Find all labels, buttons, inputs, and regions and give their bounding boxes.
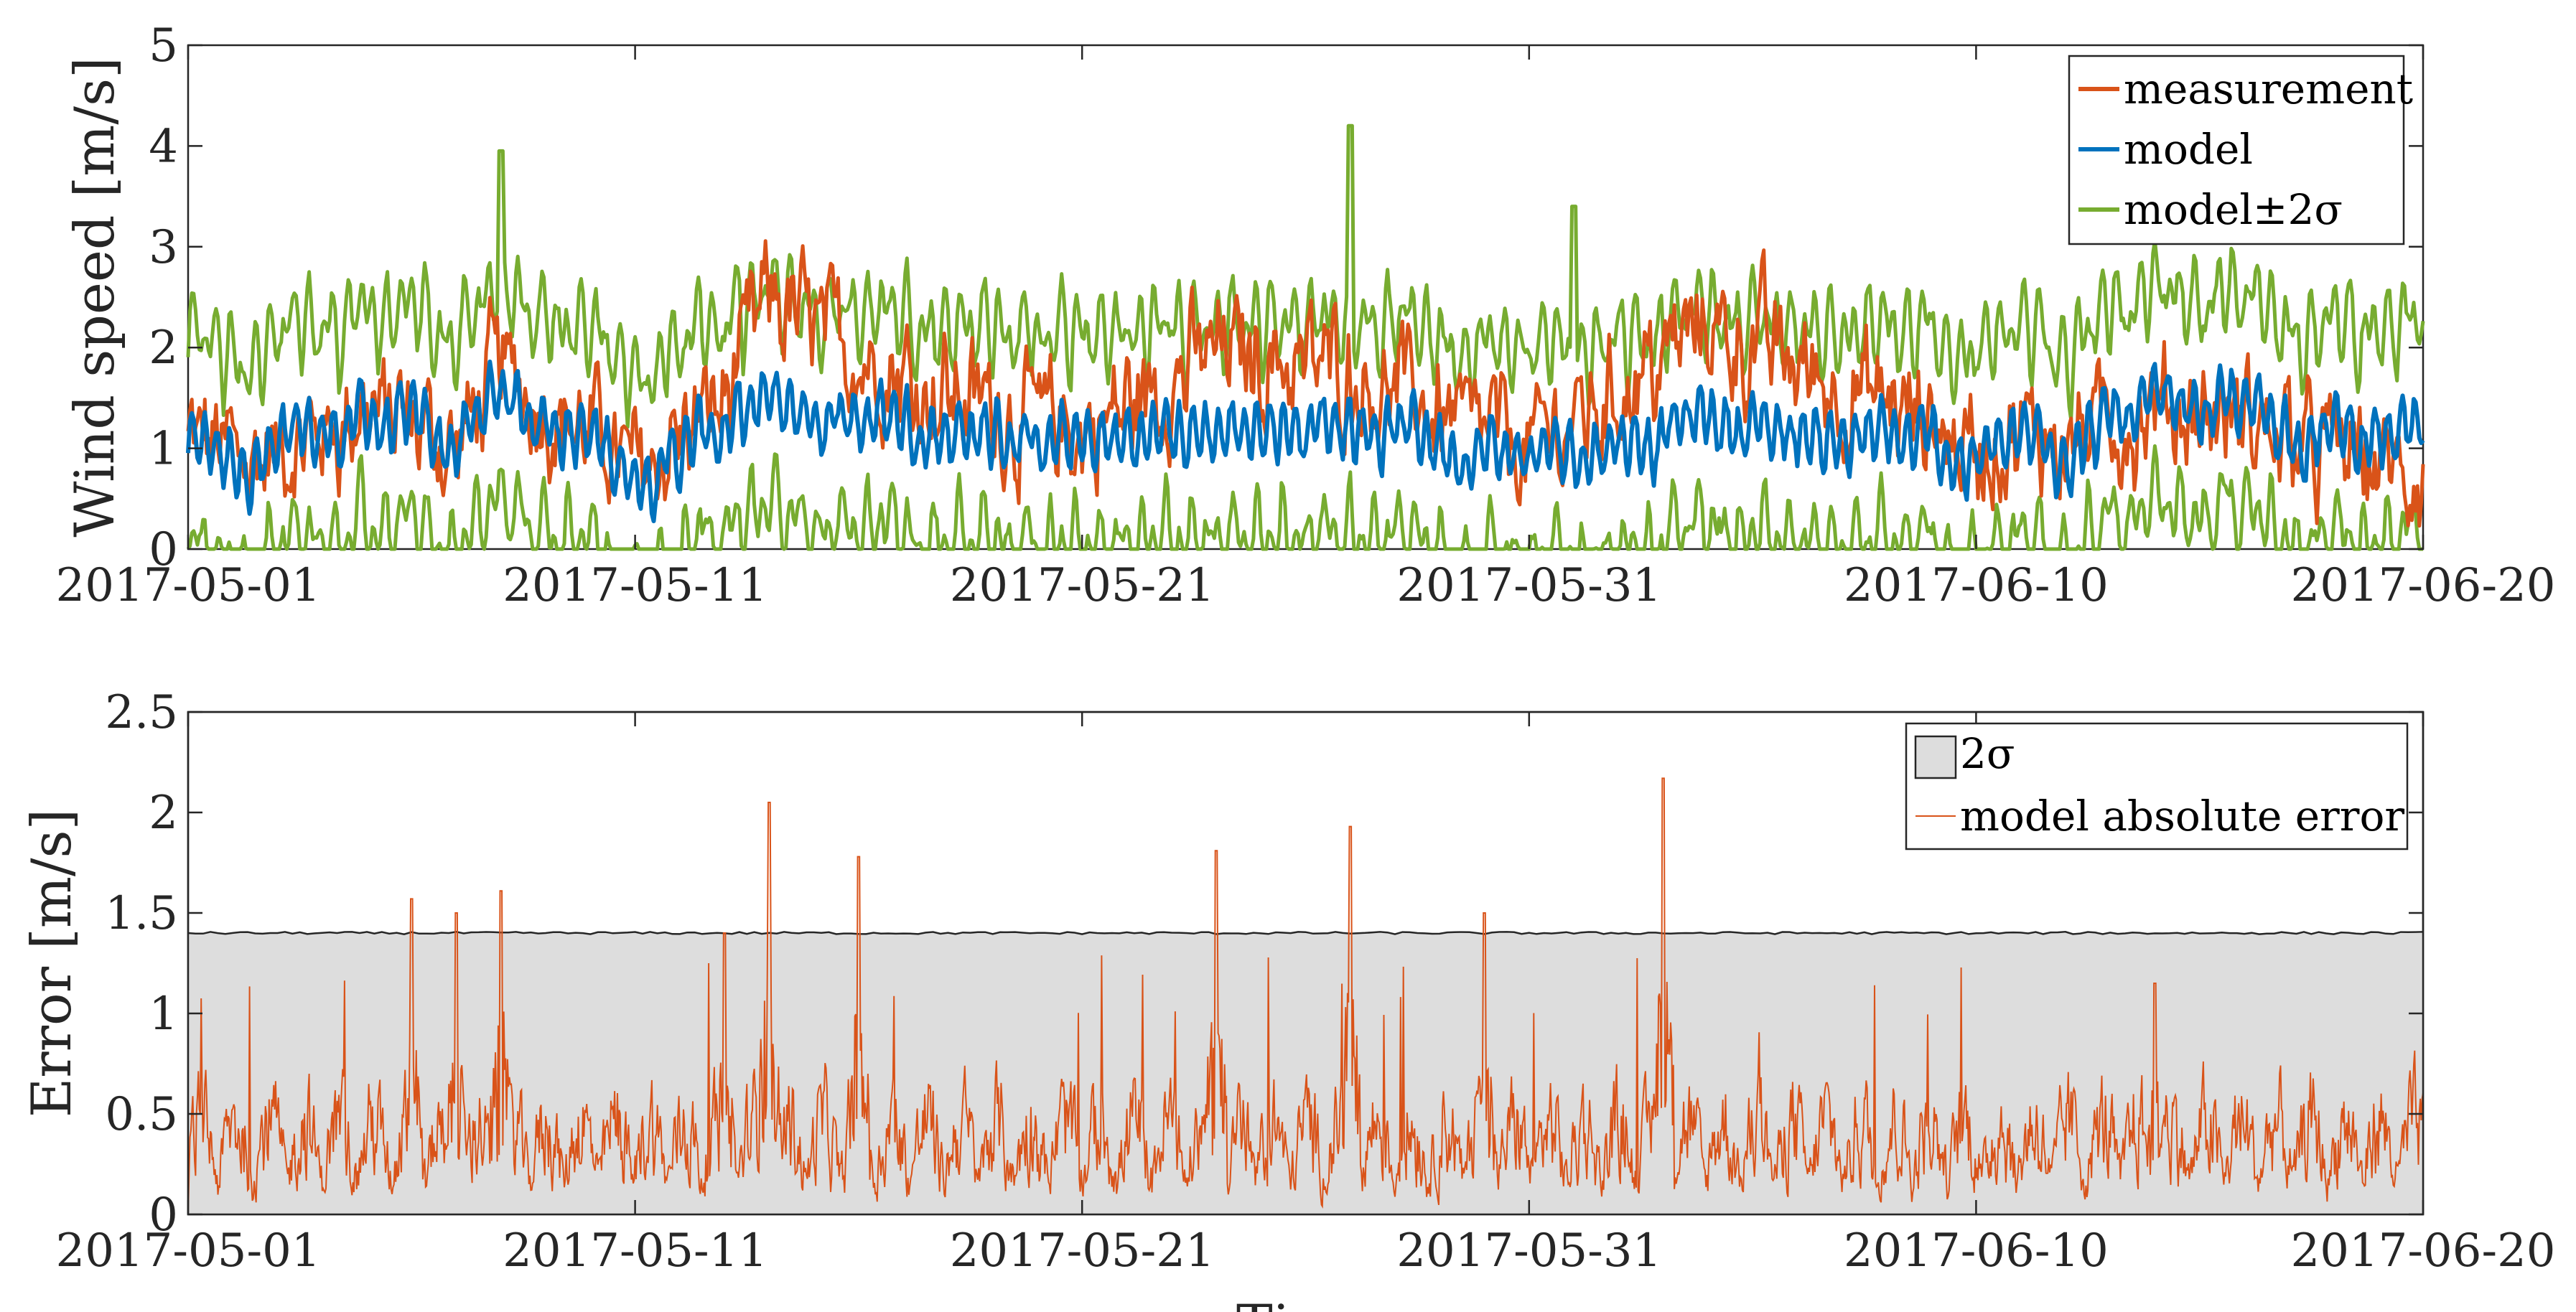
wind-x-tick-label: 2017-05-11 [503,559,767,612]
error-y-label: Error [m/s] [19,809,83,1117]
legend-measurement-label: measurement [2124,65,2413,113]
legend-2sigma-label: 2σ [1960,729,2015,778]
model-absolute-error-line [187,777,2424,1214]
error-y-tick-label: 2.5 [105,686,178,739]
wind-y-tick-label: 3 [149,221,178,274]
wind-series-lines [186,123,2425,551]
legend-band-fill-swatch [1914,735,1957,779]
measurement-line [186,239,2425,528]
legend-model-label: model [2124,125,2253,174]
wind-legend-box [2068,55,2405,245]
error-panel: 0 0.5 1 1.5 2 2.5 2017-05-01 2017-05-11 2017-05-… [19,686,2556,1312]
wind-ticks: 0 1 2 3 4 5 2017-05-01 2017-05-11 2017-05-21 2017… [56,19,2556,612]
error-y-tick-label: 0.5 [105,1088,178,1141]
error-series-lines [187,777,2424,1214]
wind-x-tick-label: 2017-06-20 [2291,559,2556,612]
error-y-tick-label: 0 [149,1189,178,1242]
band-lower-line [186,444,2423,551]
wind-x-tick-label: 2017-05-01 [56,559,321,612]
wind-y-tick-label: 4 [149,120,178,173]
error-x-tick-label: 2017-05-31 [1396,1224,1661,1278]
wind-y-label: Wind speed [m/s] [62,57,126,537]
error-axes-frame [187,711,2425,1216]
error-x-tick-label: 2017-06-10 [1844,1224,2109,1278]
legend-band-label: model±2σ [2124,185,2343,234]
error-x-tick-label: 2017-05-11 [503,1224,767,1278]
error-legend-box [1905,722,2409,851]
wind-y-tick-label: 5 [149,19,178,72]
error-x-label: Time [1236,1293,1374,1312]
error-y-tick-label: 2 [149,787,178,840]
wind-y-tick-label: 0 [149,523,178,576]
wind-speed-panel: 0 1 2 3 4 5 2017-05-01 2017-05-11 2017-05-21 2017… [56,19,2556,612]
wind-x-tick-label: 2017-06-10 [1844,559,2109,612]
wind-legend: measurement model model±2σ [2068,55,2413,245]
model-line [186,360,2425,523]
error-y-tick-label: 1.5 [105,887,178,940]
error-ticks: 0 0.5 1 1.5 2 2.5 2017-05-01 2017-05-11 2017-05-… [56,686,2556,1278]
legend-error-label: model absolute error [1960,792,2404,840]
wind-x-tick-label: 2017-05-21 [950,559,1215,612]
wind-y-tick-label: 1 [149,423,178,476]
error-2sigma-edge [187,931,2424,935]
error-y-tick-label: 1 [149,988,178,1041]
error-x-tick-label: 2017-05-21 [950,1224,1215,1278]
error-legend: 2σ model absolute error [1905,722,2409,851]
wind-x-tick-label: 2017-05-31 [1396,559,1661,612]
wind-y-tick-label: 2 [149,322,178,375]
error-x-tick-label: 2017-06-20 [2291,1224,2556,1278]
error-x-tick-label: 2017-05-01 [56,1224,321,1278]
